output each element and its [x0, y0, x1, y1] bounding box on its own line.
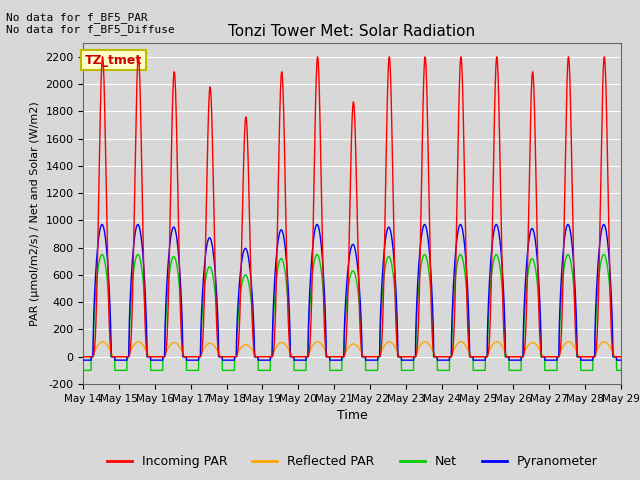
Text: No data for f_BF5_Diffuse: No data for f_BF5_Diffuse [6, 24, 175, 35]
Text: TZ_tmet: TZ_tmet [85, 54, 142, 67]
Title: Tonzi Tower Met: Solar Radiation: Tonzi Tower Met: Solar Radiation [228, 24, 476, 39]
Text: No data for f_BF5_PAR: No data for f_BF5_PAR [6, 12, 148, 23]
Legend: Incoming PAR, Reflected PAR, Net, Pyranometer: Incoming PAR, Reflected PAR, Net, Pyrano… [102, 450, 602, 473]
Y-axis label: PAR (μmol/m2/s) / Net and Solar (W/m2): PAR (μmol/m2/s) / Net and Solar (W/m2) [29, 101, 40, 326]
X-axis label: Time: Time [337, 409, 367, 422]
